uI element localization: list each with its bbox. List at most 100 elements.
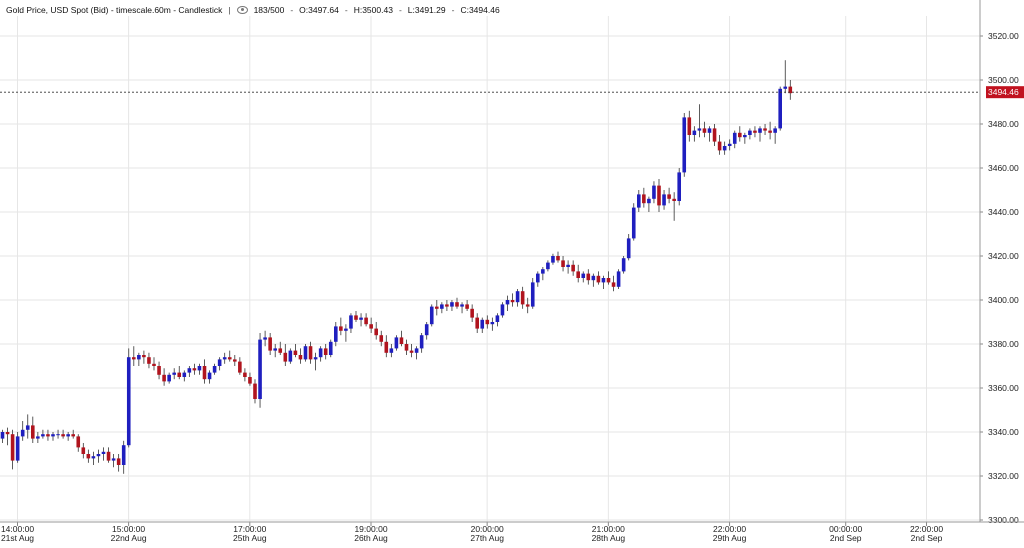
candle-body [440,304,444,309]
candle-body [126,357,131,446]
candle-body [41,434,45,437]
candle-body [303,346,308,360]
y-tick-label: 3520.00 [988,31,1019,41]
candle-body [106,451,111,461]
candle-body [601,278,606,283]
candle-body [702,128,707,133]
ohlc-low: L:3491.29 [407,5,446,15]
candle-body [177,372,182,377]
candle-body [91,456,96,459]
x-tick-time-label: 22:00:00 [713,524,746,534]
candle-body [682,117,687,173]
candle-body [238,361,242,373]
candle-body [510,300,515,303]
candle-body [101,451,106,454]
candle-body [409,350,414,353]
y-tick-label: 3300.00 [988,515,1019,525]
ohlc-close: C:3494.46 [460,5,500,15]
candle-body [334,326,338,342]
candle-body [273,348,277,351]
candle-body [354,315,358,320]
candle-body [485,319,490,325]
candle-body [763,128,767,131]
candle-body [36,436,40,439]
candle-body [470,308,474,318]
candle-body [773,128,777,133]
candle-body [465,304,469,309]
candle-body [435,306,439,309]
candle-body [652,185,656,199]
candle-body [606,278,611,283]
y-tick-label: 3460.00 [988,163,1019,173]
candle-body [712,128,717,142]
candle-body [10,434,15,461]
candle-body [187,368,192,373]
candle-body [399,337,404,344]
candle-body [768,130,772,133]
candle-body [490,322,495,325]
candle-body [197,366,202,371]
candle-body [551,256,555,263]
x-tick-date-label: 2nd Sep [911,533,943,543]
candle-body [293,350,298,355]
candle-body [738,132,742,138]
candle-body [404,344,409,351]
candle-body [172,372,176,375]
candle-body [692,130,697,135]
candle-body [328,341,333,355]
candle-body [288,350,293,362]
candle-body [530,282,535,307]
candle-body [81,447,86,454]
candle-body [445,304,449,307]
y-tick-label: 3420.00 [988,251,1019,261]
candle-body [647,198,651,204]
candle-body [379,335,384,342]
x-tick-date-label: 29th Aug [713,533,747,543]
ohlc-open: O:3497.64 [299,5,339,15]
candle-body [0,432,5,439]
eye-icon[interactable] [236,6,248,14]
candle-body [389,348,394,353]
candle-body [419,335,424,349]
candle-body [460,304,464,307]
candle-body [455,302,459,307]
candle-body [642,194,646,204]
candle-body [339,326,343,331]
candle-body [222,357,227,360]
candle-body [359,317,363,320]
candle-body [233,359,237,362]
candle-body [748,130,752,135]
x-tick-time-label: 17:00:00 [233,524,266,534]
candle-body [31,425,35,439]
candle-body [596,275,601,283]
x-tick-date-label: 28th Aug [592,533,626,543]
candle-body [61,434,65,437]
candle-body [116,458,121,465]
candle-body [480,319,485,329]
candle-body [561,260,565,267]
candle-body [657,185,661,206]
candle-body [268,337,272,351]
candle-body [182,372,187,377]
candle-body [717,141,722,151]
last-price-label: 3494.46 [988,87,1019,97]
candle-body [167,374,171,382]
candle-body [743,135,747,138]
x-tick-time-label: 22:00:00 [910,524,943,534]
candle-body [142,355,146,358]
candle-body [586,273,591,281]
y-tick-label: 3400.00 [988,295,1019,305]
candle-body [500,304,505,316]
candle-body [546,262,550,270]
price-overlay: 3494.46 [0,86,1024,99]
candle-body [278,348,283,353]
candle-body [15,436,20,461]
candle-body [217,359,222,366]
candle-body [71,434,75,437]
candle-body [162,374,166,382]
candle-body [157,366,161,375]
x-tick-date-label: 27th Aug [470,533,504,543]
x-tick-time-label: 15:00:00 [112,524,145,534]
candle-body [662,194,666,206]
